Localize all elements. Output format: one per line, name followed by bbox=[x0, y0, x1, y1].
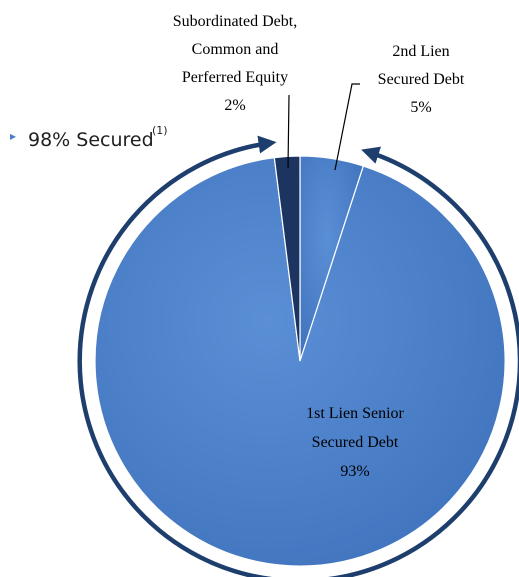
slice-subordinated bbox=[273, 155, 301, 362]
leader-line-subordinated bbox=[287, 94, 290, 169]
label-first-lien-line2: Secured Debt bbox=[312, 434, 399, 451]
slice-first-lien bbox=[94, 156, 506, 567]
secured-footnote-marker: (1) bbox=[152, 124, 168, 137]
label-subordinated-line2: Common and bbox=[192, 41, 279, 58]
label-subordinated-value: 2% bbox=[224, 97, 245, 114]
pie-slices bbox=[94, 155, 506, 567]
label-first-lien: 1st Lien Senior Secured Debt 93% bbox=[306, 405, 404, 480]
label-first-lien-line1: 1st Lien Senior bbox=[306, 405, 404, 422]
label-subordinated-line3: Perferred Equity bbox=[182, 69, 288, 86]
label-first-lien-value: 93% bbox=[340, 463, 369, 480]
secured-arc-arrow-left bbox=[77, 135, 277, 577]
leader-line-second-lien bbox=[334, 83, 360, 171]
label-second-lien-line2: Secured Debt bbox=[378, 71, 465, 88]
label-second-lien-line1: 2nd Lien bbox=[392, 43, 449, 60]
label-second-lien: 2nd Lien Secured Debt 5% bbox=[378, 43, 465, 116]
label-subordinated: Subordinated Debt, Common and Perferred … bbox=[173, 13, 297, 114]
label-subordinated-line1: Subordinated Debt, bbox=[173, 13, 297, 30]
secured-bullet-icon: ▸ bbox=[10, 129, 16, 143]
secured-annotation: 98% Secured bbox=[28, 129, 154, 151]
label-second-lien-value: 5% bbox=[410, 99, 431, 116]
